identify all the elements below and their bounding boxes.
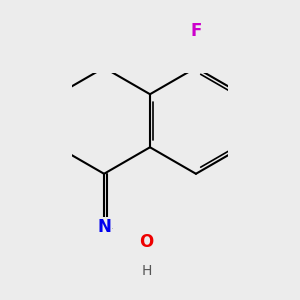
- Text: N: N: [97, 218, 111, 236]
- Text: H: H: [141, 264, 152, 278]
- Text: O: O: [139, 233, 154, 251]
- Text: F: F: [190, 22, 202, 40]
